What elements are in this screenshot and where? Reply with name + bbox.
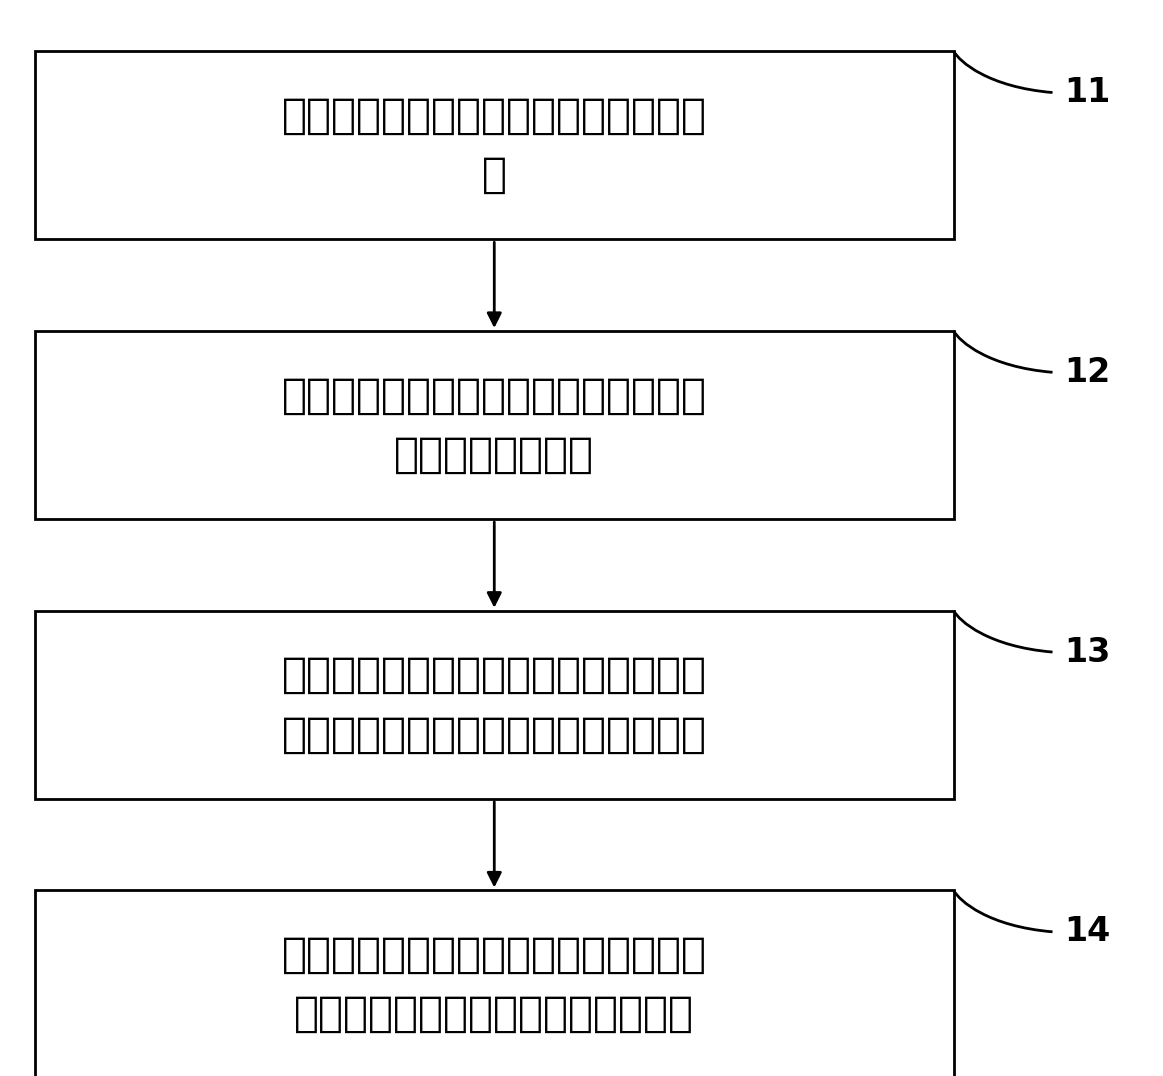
- Text: 根据所述当前累计电量能耗和当前累计: 根据所述当前累计电量能耗和当前累计: [281, 934, 707, 976]
- Text: 行驶里程计算电动汽车当前平均能耗: 行驶里程计算电动汽车当前平均能耗: [294, 993, 694, 1035]
- Bar: [35, 891, 954, 1076]
- Text: 的整数倍数，则计算当前累计电量能耗: 的整数倍数，则计算当前累计电量能耗: [281, 713, 707, 755]
- Text: 12: 12: [1064, 356, 1111, 388]
- Text: 11: 11: [1064, 76, 1111, 109]
- Text: 程: 程: [481, 154, 507, 196]
- Text: 实时计算汽车上电后的当前累计行驶里: 实时计算汽车上电后的当前累计行驶里: [281, 95, 707, 137]
- Bar: [35, 52, 954, 240]
- Text: 14: 14: [1064, 916, 1111, 948]
- Text: 判断所述当前累计行驶里程是否为预设: 判断所述当前累计行驶里程是否为预设: [281, 374, 707, 416]
- Bar: [35, 331, 954, 520]
- Text: 里程值的整数倍数: 里程值的整数倍数: [394, 434, 594, 476]
- Text: 若所述当前累计行驶里程为预设里程值: 若所述当前累计行驶里程为预设里程值: [281, 654, 707, 696]
- Text: 13: 13: [1064, 636, 1111, 668]
- Bar: [35, 611, 954, 798]
